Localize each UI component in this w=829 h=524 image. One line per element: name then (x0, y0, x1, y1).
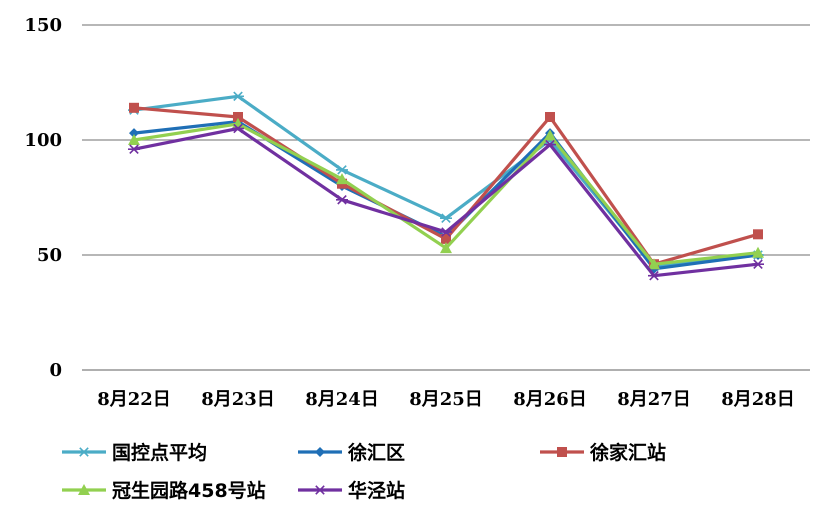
y-tick-label: 50 (37, 245, 62, 266)
marker-point (440, 213, 452, 223)
x-tick-label: 8月26日 (513, 389, 587, 410)
x-tick-label: 8月25日 (409, 389, 483, 410)
legend-entry: 华泾站 (298, 479, 405, 502)
x-tick-label: 8月22日 (97, 389, 171, 410)
legend-entry: 国控点平均 (62, 441, 207, 464)
marker-point (314, 485, 326, 495)
y-tick-label: 100 (24, 130, 62, 151)
marker-point (336, 173, 348, 185)
marker-point (557, 447, 567, 457)
series-line (133, 126, 759, 278)
legend-entry: 徐汇区 (298, 441, 405, 464)
x-tick-label: 8月24日 (305, 389, 379, 410)
marker-point (752, 259, 764, 269)
marker-point (336, 195, 348, 205)
legend-label: 华泾站 (348, 479, 405, 502)
marker-point (336, 165, 348, 175)
marker-point (441, 233, 451, 244)
marker-point (129, 128, 139, 139)
legend-label: 徐家汇站 (589, 441, 666, 464)
legend-entry: 冠生园路458号站 (62, 479, 266, 502)
marker-point (78, 484, 90, 495)
marker-point (752, 246, 764, 258)
x-tick-label: 8月28日 (721, 389, 795, 410)
legend-label: 国控点平均 (112, 441, 207, 464)
marker-point (545, 112, 555, 122)
marker-point (315, 447, 325, 457)
marker-point (233, 112, 243, 122)
marker-point (78, 447, 90, 457)
y-tick-label: 0 (49, 360, 62, 381)
series-4 (128, 123, 764, 281)
legend-label: 徐汇区 (347, 441, 405, 464)
marker-point (648, 270, 660, 281)
x-tick-label: 8月27日 (617, 389, 691, 410)
legend-entry: 徐家汇站 (540, 441, 666, 464)
marker-point (440, 242, 452, 254)
marker-point (128, 144, 140, 154)
marker-point (440, 227, 452, 237)
marker-point (544, 139, 556, 150)
x-tick-label: 8月23日 (201, 389, 275, 410)
legend-label: 冠生园路458号站 (112, 479, 266, 502)
y-tick-labels: 0 50 100 150 (24, 15, 62, 381)
y-tick-label: 150 (24, 15, 62, 36)
x-tick-labels: 8月22日 8月23日 8月24日 8月25日 8月26日 8月27日 8月28日 (97, 389, 795, 410)
marker-point (232, 91, 244, 102)
marker-point (544, 129, 556, 141)
gridlines (82, 24, 810, 371)
marker-point (129, 102, 139, 113)
marker-point (128, 134, 140, 145)
marker-point (232, 123, 244, 134)
series-lines (128, 91, 764, 281)
marker-point (753, 229, 763, 240)
marker-point (648, 258, 660, 270)
